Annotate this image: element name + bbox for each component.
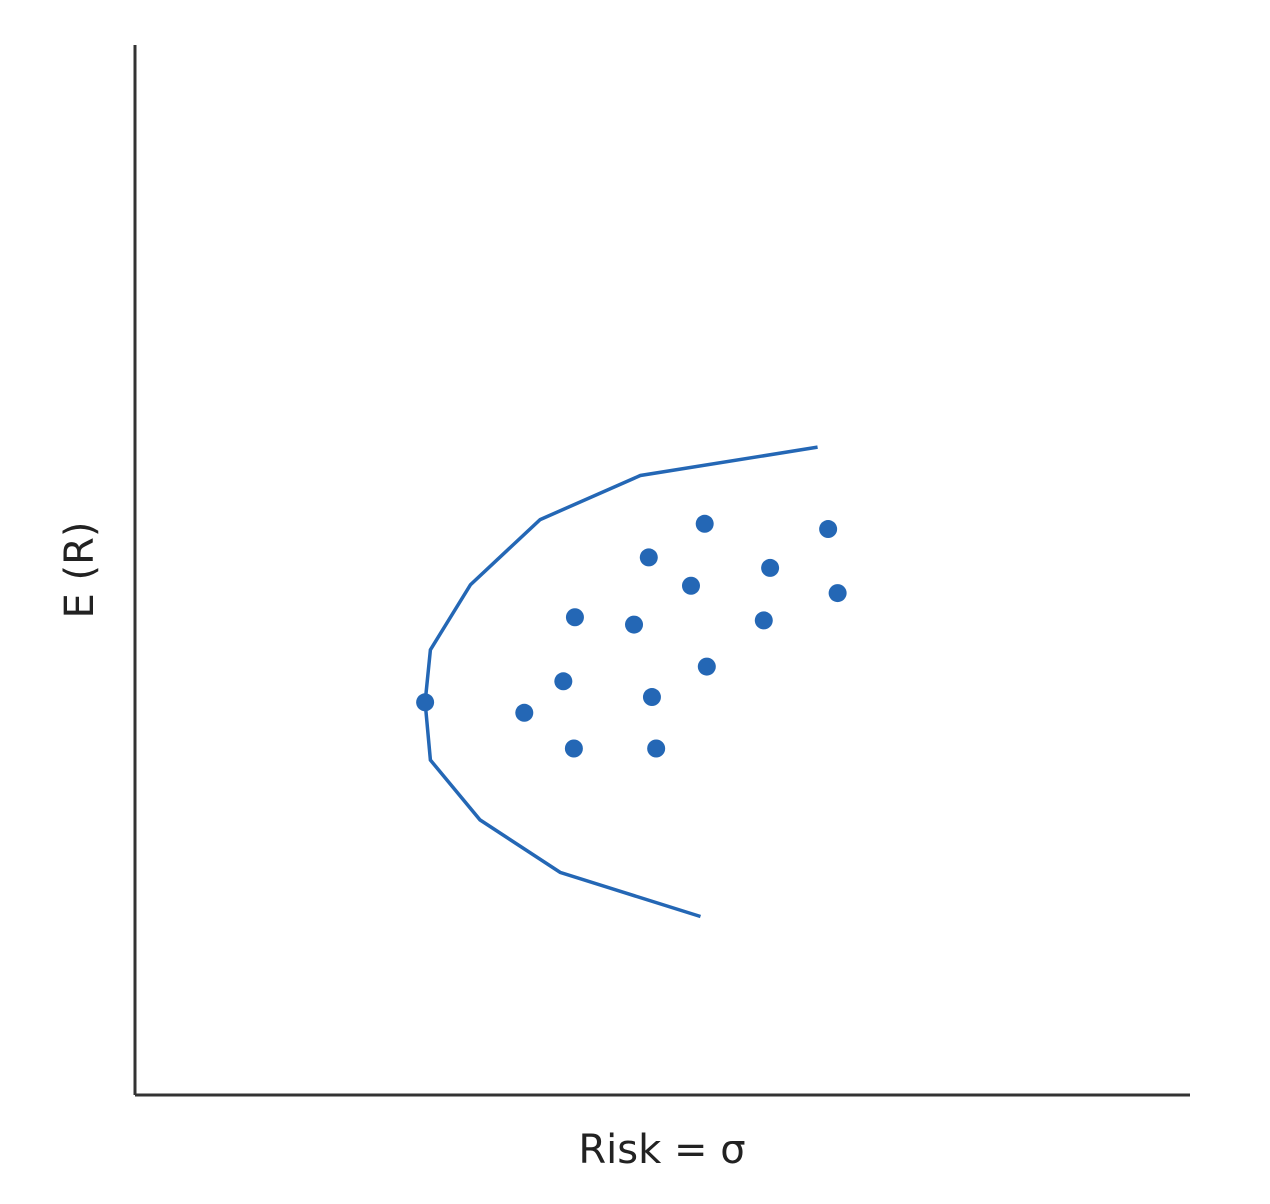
x-axis-label: Risk = σ <box>578 1127 745 1173</box>
portfolio-point <box>697 657 716 676</box>
portfolio-point <box>828 584 847 603</box>
portfolio-point <box>695 514 714 533</box>
portfolio-point <box>625 615 644 634</box>
portfolio-point <box>642 688 661 707</box>
portfolio-point <box>416 693 435 712</box>
portfolio-point <box>565 608 584 627</box>
y-axis-label: E (R) <box>57 522 103 619</box>
portfolio-point <box>819 520 838 539</box>
portfolio-point <box>647 739 666 758</box>
portfolio-point <box>564 739 583 758</box>
portfolio-point <box>515 703 534 722</box>
portfolio-point <box>554 672 573 691</box>
portfolio-point <box>681 576 700 595</box>
portfolio-point <box>639 548 658 567</box>
portfolio-point <box>754 611 773 630</box>
frontier-curve <box>423 445 818 919</box>
portfolio-point <box>761 558 780 577</box>
